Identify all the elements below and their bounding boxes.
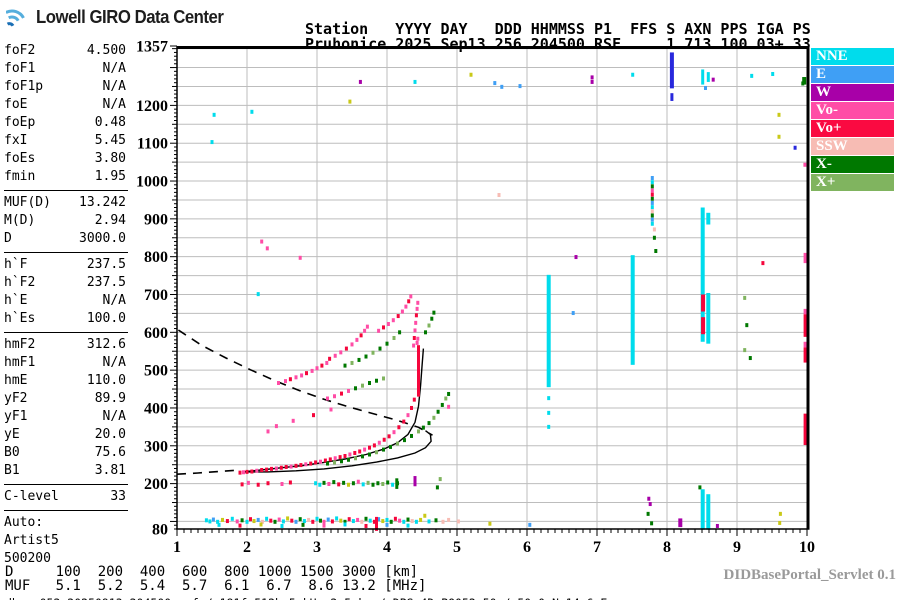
giro-wave-icon bbox=[6, 9, 25, 27]
legend-E: E bbox=[811, 66, 894, 83]
lowell-giro-logo[interactable]: Lowell GIRO Data Center bbox=[6, 3, 238, 31]
y-tick-1200: 1200 bbox=[136, 98, 168, 115]
x-tick-6: 6 bbox=[523, 539, 531, 556]
y-tick-80: 80 bbox=[152, 522, 168, 539]
series-x-trace bbox=[326, 391, 451, 466]
legend-NNE: NNE bbox=[811, 48, 894, 65]
param-Artist5: Artist5 bbox=[4, 533, 59, 548]
y-tick-1357: 1357 bbox=[136, 39, 168, 56]
y-tick-300: 300 bbox=[144, 438, 168, 455]
transmission-curve-upper bbox=[177, 329, 433, 436]
panel-divider bbox=[4, 332, 128, 333]
x-tick-1: 1 bbox=[173, 539, 181, 556]
transmission-curve-lower bbox=[176, 469, 241, 475]
param-foF1p: foF1p N/A bbox=[4, 79, 126, 94]
x-tick-8: 8 bbox=[663, 539, 671, 556]
param-hmF1: hmF1 N/A bbox=[4, 355, 126, 370]
y-tick-200: 200 bbox=[144, 476, 168, 493]
series-ambient bbox=[210, 71, 807, 528]
legend-Vo+: Vo+ bbox=[811, 120, 894, 137]
y-axis-labels: 80 200 300 400 500 600 700 800 900 1000 1100 1200 13… bbox=[136, 39, 168, 539]
param-D: D 3000.0 bbox=[4, 231, 126, 246]
echo-direction-legend: NNE E W Vo- Vo+ SSW X- X+ bbox=[811, 48, 894, 192]
series-rfi-lines bbox=[375, 52, 808, 531]
x-tick-5: 5 bbox=[453, 539, 461, 556]
param-B0: B0 75.6 bbox=[4, 445, 126, 460]
axis-ticks bbox=[170, 45, 808, 536]
series-second-hop-o bbox=[277, 294, 420, 386]
legend-W: W bbox=[811, 84, 894, 101]
param-500200: 500200 bbox=[4, 551, 51, 566]
series-o-trace bbox=[238, 336, 420, 475]
x-axis-labels: 1 2 3 4 5 6 7 8 9 10 bbox=[173, 539, 815, 556]
y-tick-700: 700 bbox=[144, 287, 168, 304]
artist-model-o-trace bbox=[242, 348, 425, 473]
measurement-info-line: db pq052 20250913 204500.rsf / 181fx512h… bbox=[5, 596, 607, 600]
param-fmin: fmin 1.95 bbox=[4, 169, 126, 184]
y-tick-800: 800 bbox=[144, 249, 168, 266]
param-foE: foE N/A bbox=[4, 97, 126, 112]
param-Auto: Auto: bbox=[4, 515, 44, 530]
param-foEp: foEp 0.48 bbox=[4, 115, 126, 130]
y-tick-1100: 1100 bbox=[137, 136, 168, 153]
parameter-panel: foF2 4.500 foF1 N/A foF1p N/A foE N/A foEp 0.48 fx… bbox=[4, 42, 128, 568]
gridlines bbox=[177, 46, 807, 529]
param-MUFD: MUF(D) 13.242 bbox=[4, 195, 126, 210]
param-hE: h`E N/A bbox=[4, 293, 126, 308]
legend-X-: X- bbox=[811, 156, 894, 173]
x-tick-7: 7 bbox=[593, 539, 601, 556]
logo-text: Lowell GIRO Data Center bbox=[36, 6, 224, 27]
param-hF2: h`F2 237.5 bbox=[4, 275, 126, 290]
param-Clevel: C-level 33 bbox=[4, 489, 126, 504]
x-tick-4: 4 bbox=[383, 539, 391, 556]
param-foEs: foEs 3.80 bbox=[4, 151, 126, 166]
x-tick-9: 9 bbox=[733, 539, 741, 556]
legend-X+: X+ bbox=[811, 174, 894, 191]
panel-divider bbox=[4, 252, 128, 253]
x-tick-2: 2 bbox=[243, 539, 251, 556]
param-hmF2: hmF2 312.6 bbox=[4, 337, 126, 352]
param-hF: h`F 237.5 bbox=[4, 257, 126, 272]
panel-divider bbox=[4, 484, 128, 485]
param-hmE: hmE 110.0 bbox=[4, 373, 126, 388]
param-yE: yE 20.0 bbox=[4, 427, 126, 442]
legend-SSW: SSW bbox=[811, 138, 894, 155]
param-MD: M(D) 2.94 bbox=[4, 213, 126, 228]
plot-frame bbox=[176, 46, 810, 530]
param-fxI: fxI 5.45 bbox=[4, 133, 126, 148]
y-tick-1000: 1000 bbox=[136, 174, 168, 191]
x-tick-10: 10 bbox=[799, 539, 815, 556]
y-tick-400: 400 bbox=[144, 400, 168, 417]
servlet-version-label: DIDBasePortal_Servlet 0.1 bbox=[723, 567, 896, 583]
series-mid-multiple bbox=[266, 376, 385, 434]
param-yF2: yF2 89.9 bbox=[4, 391, 126, 406]
param-foF1: foF1 N/A bbox=[4, 61, 126, 76]
panel-divider bbox=[4, 190, 128, 191]
legend-Vo-: Vo- bbox=[811, 102, 894, 119]
y-tick-500: 500 bbox=[144, 363, 168, 380]
muf-table: D 100 200 400 600 800 1000 1500 3000 [km… bbox=[5, 564, 427, 594]
param-hEs: h`Es 100.0 bbox=[4, 311, 126, 326]
panel-divider bbox=[4, 510, 128, 511]
param-yF1: yF1 N/A bbox=[4, 409, 126, 424]
series-second-hop-x bbox=[343, 310, 436, 368]
series-es-layer bbox=[204, 513, 532, 528]
param-B1: B1 3.81 bbox=[4, 463, 126, 478]
artist-model-lower-branch bbox=[242, 430, 432, 473]
y-tick-900: 900 bbox=[144, 211, 168, 228]
x-tick-3: 3 bbox=[313, 539, 321, 556]
y-tick-600: 600 bbox=[144, 325, 168, 342]
param-foF2: foF2 4.500 bbox=[4, 43, 126, 58]
series-stack-7.8mhz bbox=[646, 176, 658, 526]
